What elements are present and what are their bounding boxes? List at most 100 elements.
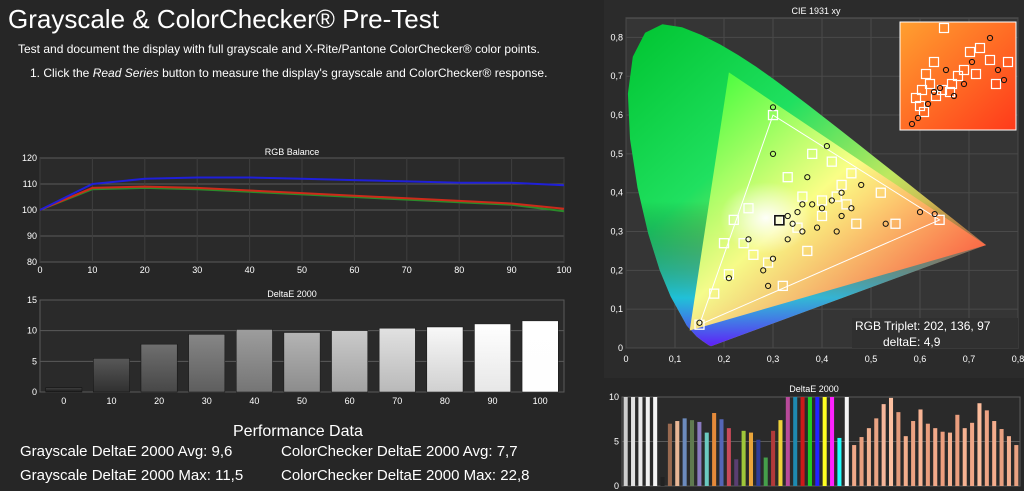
cie-measured-marker: [725, 275, 733, 282]
colorchecker-deltae-bar: [888, 397, 894, 486]
grayscale-deltae-xtick: 50: [297, 396, 307, 406]
inset-target-marker: [958, 64, 970, 76]
cie-target-marker: [802, 245, 813, 257]
cie-target-marker: [709, 288, 720, 299]
inset-target-marker: [916, 84, 928, 96]
colorchecker-deltae-bar: [682, 418, 687, 486]
cie-target-marker: [723, 269, 735, 280]
cie-measured-marker: [769, 255, 777, 262]
rgb-triplet-readout: RGB Triplet: 202, 136, 97: [855, 319, 991, 333]
cie-target-marker: [762, 257, 774, 268]
grayscale-deltae-bar: [93, 358, 130, 393]
grayscale-deltae-ytick: 0: [32, 387, 37, 397]
cie-ytick: 0,8: [610, 32, 623, 42]
cie-measured-marker: [823, 143, 830, 150]
colorchecker-avg-label: ColorChecker DeltaE 2000 Avg:: [281, 443, 493, 460]
colorchecker-max-label: ColorChecker DeltaE 2000 Max:: [281, 467, 497, 484]
colorchecker-deltae-bar: [999, 429, 1004, 486]
cie-measured-marker: [858, 181, 865, 189]
colorchecker-deltae-bar: [800, 397, 805, 486]
instruction-prefix: 1. Click the: [30, 66, 93, 80]
cie-measured-marker: [784, 236, 791, 243]
inset-measured-marker: [914, 114, 922, 122]
colorchecker-deltae-bar: [675, 421, 680, 486]
cie-target-marker: [934, 214, 945, 226]
cie-target-marker: [890, 218, 901, 229]
rgb-balance-red-line: [39, 185, 565, 211]
colorchecker-deltae-bar: [763, 457, 768, 486]
grayscale-deltae-ytick: 10: [27, 326, 37, 336]
colorchecker-max-stat: ColorChecker DeltaE 2000 Max: 22,8: [281, 467, 529, 484]
colorchecker-deltae-ytick: 10: [609, 392, 619, 402]
instruction-step: 1. Click the Read Series button to measu…: [30, 66, 547, 80]
cie-measured-marker: [789, 220, 796, 227]
grayscale-deltae-xtick: 100: [533, 396, 548, 406]
cie-ytick: 0,3: [610, 227, 623, 237]
colorchecker-deltae-bar: [859, 437, 864, 486]
colorchecker-deltae-bar: [719, 419, 724, 486]
cie-measured-marker: [818, 205, 826, 212]
rgb-balance-ytick: 100: [22, 205, 37, 215]
cie-target-marker: [738, 238, 749, 249]
cie-xtick: 0,2: [718, 354, 731, 364]
colorchecker-deltae-bar: [970, 422, 975, 486]
cie-ytick: 0,1: [610, 304, 623, 314]
grayscale-deltae-bar: [140, 343, 178, 393]
colorchecker-deltae-bar: [748, 432, 754, 486]
cie-ytick: 0,4: [610, 188, 623, 198]
grayscale-avg-label: Grayscale DeltaE 2000 Avg:: [20, 443, 208, 460]
cie-target-marker: [836, 179, 847, 191]
grayscale-avg-stat: Grayscale DeltaE 2000 Avg: 9,6: [20, 443, 232, 460]
cie-measured-marker: [765, 282, 772, 289]
cie-measured-marker: [799, 228, 806, 235]
cie-target-marker: [807, 148, 818, 160]
colorchecker-deltae-bar: [896, 412, 901, 486]
cie-target-marker: [767, 109, 779, 121]
cie-xtick: 0,4: [816, 354, 829, 364]
cie-target-marker: [782, 172, 793, 183]
inset-measured-marker: [936, 84, 944, 92]
grayscale-deltae-xtick: 20: [154, 396, 164, 406]
grayscale-deltae-xtick: 60: [345, 396, 355, 406]
cie-target-marker: [718, 238, 730, 249]
cie-xtick: 0,6: [914, 354, 927, 364]
grayscale-deltae-xtick: 70: [392, 396, 402, 406]
cie-target-marker: [743, 203, 754, 214]
colorchecker-deltae-bar: [689, 420, 695, 486]
cie-title: CIE 1931 xy: [791, 6, 841, 16]
grayscale-deltae-xtick: 90: [488, 396, 498, 406]
cie-target-marker: [875, 187, 886, 198]
inset-target-marker: [918, 106, 930, 118]
inset-target-marker: [938, 22, 950, 34]
cie-measured-marker: [769, 104, 777, 111]
cie-target-marker: [846, 168, 857, 179]
inset-target-marker: [936, 84, 948, 96]
colorchecker-deltae-bar: [638, 397, 643, 486]
cie-target-marker: [816, 195, 828, 206]
cie-1931-chart: CIE 1931 xy 0 0,1 0: [604, 0, 1024, 378]
grayscale-deltae-bar: [426, 326, 464, 393]
cie-target-marker: [728, 214, 739, 226]
colorchecker-deltae-ytick: 0: [614, 481, 619, 491]
colorchecker-deltae-title: DeltaE 2000: [789, 384, 839, 394]
cie-zoom-inset: [899, 21, 1017, 131]
inset-measured-marker: [968, 58, 976, 66]
inset-measured-marker: [908, 120, 916, 128]
inset-target-marker: [924, 78, 936, 90]
cie-measured-marker: [931, 210, 938, 218]
cie-xtick: 0,8: [1012, 354, 1024, 364]
cie-ytick: 0,7: [610, 71, 623, 81]
rgb-balance-xtick: 30: [192, 265, 202, 275]
rgb-balance-ytick: 80: [27, 257, 37, 267]
colorchecker-deltae-bar: [918, 409, 923, 486]
cie-target-marker: [851, 218, 862, 229]
inset-target-marker: [974, 42, 986, 54]
cie-xtick: 0,7: [963, 354, 976, 364]
colorchecker-deltae-bar: [955, 414, 960, 486]
cie-ytick: 0,5: [610, 149, 623, 159]
inset-measured-marker: [960, 80, 968, 88]
colorchecker-deltae-bar: [734, 459, 739, 486]
grayscale-max-value: 11,5: [215, 467, 244, 484]
rgb-balance-ytick: 110: [23, 179, 37, 189]
cie-measured-marker: [809, 201, 816, 208]
